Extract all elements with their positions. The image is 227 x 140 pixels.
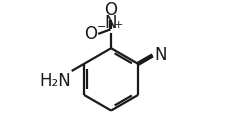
Text: O: O <box>84 25 97 43</box>
Text: H₂N: H₂N <box>39 72 71 90</box>
Text: N: N <box>154 46 167 64</box>
Text: +: + <box>114 20 123 30</box>
Text: N: N <box>104 14 117 32</box>
Text: O: O <box>104 1 117 19</box>
Text: −: − <box>97 22 106 32</box>
